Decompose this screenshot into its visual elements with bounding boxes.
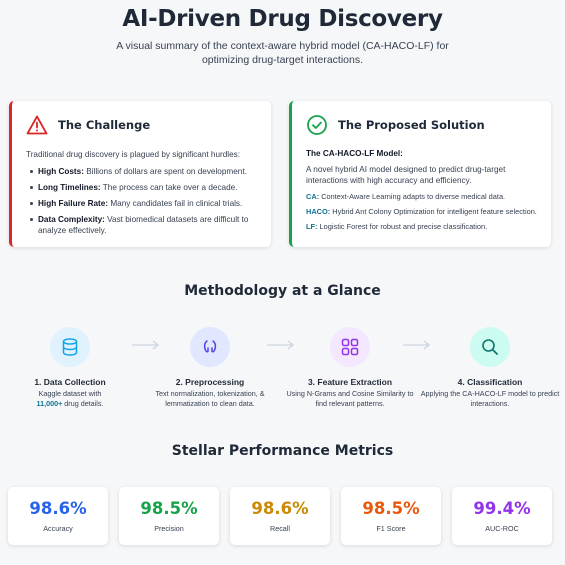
performance-title: Stellar Performance Metrics [171, 443, 394, 459]
metric-label: Recall [270, 524, 290, 533]
solution-title: The Proposed Solution [338, 118, 485, 132]
grid-icon [330, 327, 370, 367]
challenge-list: High Costs: Billions of dollars are spen… [26, 166, 259, 236]
database-icon [50, 327, 90, 367]
challenge-intro: Traditional drug discovery is plagued by… [26, 150, 241, 159]
search-icon [470, 327, 510, 367]
challenge-item: Data Complexity: Vast biomedical dataset… [26, 214, 259, 236]
methodology-title: Methodology at a Glance [184, 283, 381, 299]
metrics-row: 98.6% Accuracy 98.5% Precision 98.6% Rec… [8, 487, 553, 545]
metric-card-auc-roc: 99.4% AUC-ROC [452, 487, 552, 545]
challenge-card-header: The Challenge [26, 113, 259, 137]
arrow-right-icon [267, 340, 295, 350]
metric-value: 99.4% [473, 499, 531, 518]
step-description: Applying the CA-HACO-LF model to predict… [420, 389, 560, 408]
step-feature-extraction: 3. Feature Extraction Using N-Grams and … [280, 327, 420, 408]
arrow-right-icon [403, 340, 431, 350]
solution-intro: A novel hybrid AI model designed to pred… [306, 165, 506, 185]
metric-label: AUC-ROC [485, 524, 519, 533]
metric-label: Accuracy [43, 524, 73, 533]
metric-card-accuracy: 98.6% Accuracy [8, 487, 108, 545]
challenge-title: The Challenge [58, 118, 151, 132]
model-component: CA: Context-Aware Learning adapts to div… [306, 192, 506, 201]
arrow-right-icon [132, 340, 160, 350]
step-description: Using N-Grams and Cosine Similarity to f… [286, 389, 414, 408]
page-header: AI-Driven Drug Discovery A visual summar… [0, 6, 565, 67]
step-description: Text normalization, tokenization, & lemm… [155, 389, 265, 408]
model-title: The CA-HACO-LF Model: [306, 149, 403, 158]
metric-value: 98.5% [362, 499, 420, 518]
model-component: HACO: Hybrid Ant Colony Optimization for… [306, 207, 537, 216]
metric-label: Precision [154, 524, 184, 533]
challenge-item: High Costs: Billions of dollars are spen… [26, 166, 259, 177]
metric-card-f1-score: 98.5% F1 Score [341, 487, 441, 545]
step-classification: 4. Classification Applying the CA-HACO-L… [420, 327, 560, 408]
metric-card-recall: 98.6% Recall [230, 487, 330, 545]
metric-value: 98.6% [251, 499, 309, 518]
step-title: 4. Classification [457, 377, 523, 387]
scissors-icon [190, 327, 230, 367]
metric-card-precision: 98.5% Precision [119, 487, 219, 545]
check-circle-icon [306, 114, 328, 136]
challenge-item: High Failure Rate: Many candidates fail … [26, 198, 259, 209]
step-data-collection: 1. Data Collection Kaggle dataset with 11… [0, 327, 140, 408]
step-description: Kaggle dataset with 11,000+ drug details. [36, 389, 104, 408]
step-preprocessing: 2. Preprocessing Text normalization, tok… [140, 327, 280, 408]
metric-value: 98.5% [140, 499, 198, 518]
metric-label: F1 Score [376, 524, 406, 533]
model-component: LF: Logistic Forest for robust and preci… [306, 222, 488, 231]
solution-card: The Proposed Solution The CA-HACO-LF Mod… [289, 101, 551, 247]
solution-card-header: The Proposed Solution [306, 113, 539, 137]
metric-value: 98.6% [29, 499, 87, 518]
challenge-card: The Challenge Traditional drug discovery… [9, 101, 271, 247]
step-title: 2. Preprocessing [175, 377, 245, 387]
step-title: 3. Feature Extraction [307, 377, 393, 387]
page-subtitle: A visual summary of the context-aware hy… [116, 40, 449, 66]
step-title: 1. Data Collection [34, 377, 106, 387]
warning-triangle-icon [26, 114, 48, 136]
methodology-steps: 1. Data Collection Kaggle dataset with 11… [0, 327, 565, 417]
page-title: AI-Driven Drug Discovery [122, 6, 443, 32]
challenge-item: Long Timelines: The process can take ove… [26, 182, 259, 193]
